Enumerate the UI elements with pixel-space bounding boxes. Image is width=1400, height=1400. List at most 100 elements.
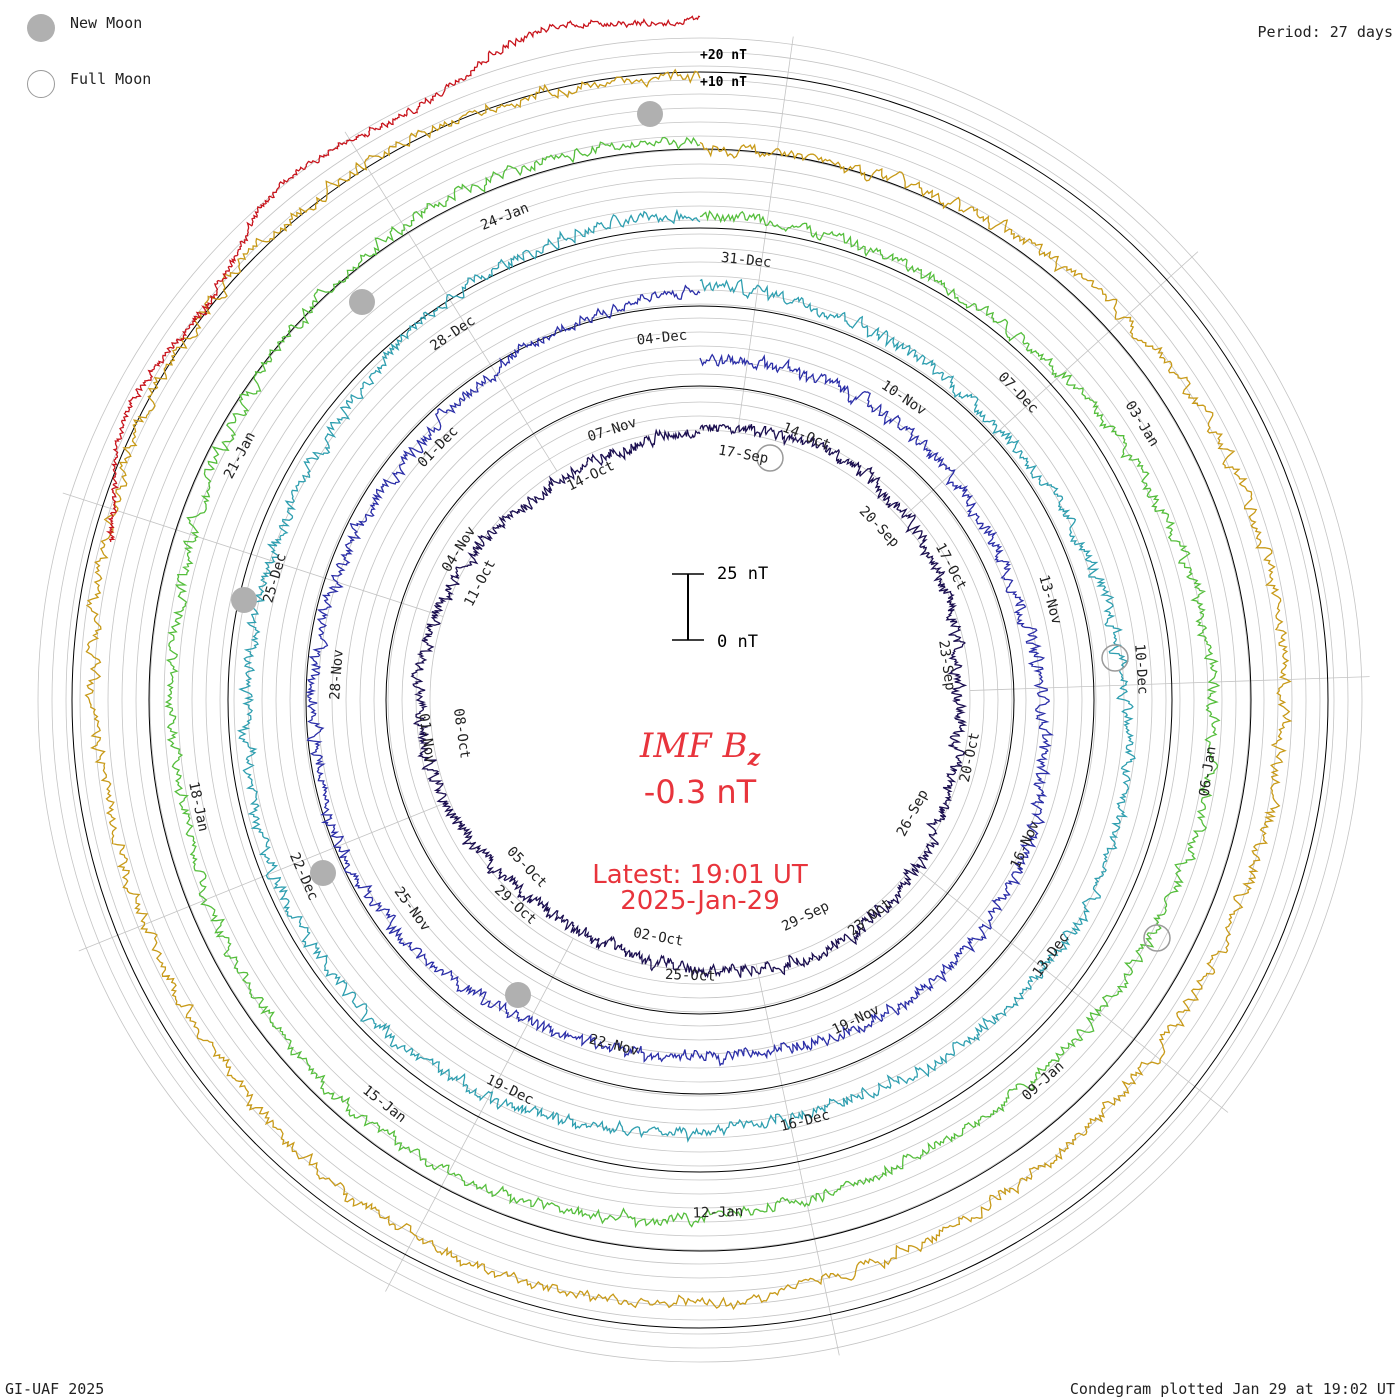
period-label: Period: 27 days (1257, 23, 1393, 41)
full-moon-marker (1101, 644, 1129, 672)
date-label: 20-Oct (957, 731, 983, 784)
new-moon-marker (505, 982, 531, 1008)
date-label: 28-Nov (327, 649, 346, 701)
credit-label: GI-UAF 2025 (5, 1380, 105, 1398)
trace-2 (305, 284, 1054, 1067)
new-moon-label: New Moon (70, 14, 143, 32)
date-label: 04-Dec (636, 327, 688, 348)
date-label: 07-Dec (995, 369, 1042, 416)
date-label: 14-Oct (565, 458, 617, 495)
date-label: 31-Dec (720, 250, 772, 271)
guide-circle (121, 121, 1279, 1279)
trace-5 (84, 68, 1293, 1311)
polar-grid (37, 36, 1370, 1363)
date-label: 17-Oct (932, 541, 970, 593)
date-label: 21-Jan (221, 429, 259, 481)
radial-spoke (912, 865, 1229, 1113)
date-label: 06-Jan (1197, 745, 1220, 797)
scale-bar (672, 573, 704, 641)
guide-circle (317, 317, 1083, 1083)
guide-circle (135, 135, 1265, 1265)
guide-circle (51, 51, 1349, 1349)
date-label: 14-Oct (780, 420, 833, 454)
quantity-subscript: z (747, 744, 761, 771)
radial-spoke (755, 964, 840, 1356)
zero-level-ring (148, 148, 1252, 1252)
latest-date: 2025-Jan-29 (620, 886, 780, 916)
radial-spoke (62, 492, 444, 617)
guide-circle (331, 331, 1069, 1069)
full-moon-icon (27, 70, 55, 98)
trace-1 (410, 423, 968, 979)
guide-circle (275, 275, 1125, 1125)
radial-spoke (78, 800, 450, 952)
radial-spoke (900, 251, 1199, 520)
guide-circle (107, 107, 1293, 1293)
new-moon-icon (27, 14, 55, 42)
full-moon-marker (1143, 924, 1171, 952)
date-label: 12-Jan (692, 1204, 743, 1222)
date-label: 08-Oct (450, 707, 473, 759)
new-moon-marker (637, 101, 663, 127)
radial-spoke (344, 131, 558, 472)
trace-3 (236, 208, 1136, 1143)
trace-6 (105, 15, 701, 543)
guide-circle (261, 261, 1139, 1139)
new-moon-marker (349, 289, 375, 315)
radial-spoke (969, 676, 1370, 691)
guide-circle (233, 233, 1167, 1167)
date-label: 10-Dec (1131, 643, 1150, 695)
zero-level-ring (385, 385, 1015, 1015)
date-label: 02-Oct (632, 925, 685, 950)
quantity-name: IMF B (639, 726, 748, 766)
scale-label-inner: +10 nT (700, 75, 747, 90)
guide-circle (205, 205, 1195, 1195)
full-moon-marker (756, 444, 784, 472)
guide-circle (163, 163, 1237, 1237)
guide-circle (303, 303, 1097, 1097)
guide-circle (79, 79, 1321, 1321)
guide-circle (177, 177, 1223, 1223)
date-label: 16-Dec (779, 1107, 832, 1135)
date-label: 17-Sep (717, 442, 770, 467)
radial-spoke (385, 938, 574, 1292)
date-label: 03-Jan (1122, 398, 1162, 449)
moon-markers (231, 101, 1171, 1008)
date-label: 25-Oct (665, 967, 716, 985)
date-label: 16-Nov (1008, 818, 1043, 871)
guide-circle (149, 149, 1251, 1251)
new-moon-marker (310, 860, 336, 886)
guide-circle (359, 359, 1041, 1041)
guide-circle (247, 247, 1153, 1153)
date-label: 22-Nov (587, 1032, 640, 1060)
latest-time: Latest: 19:01 UT (592, 860, 808, 890)
guide-circle (345, 345, 1055, 1055)
plotted-label: Condegram plotted Jan 29 at 19:02 UT (1069, 1380, 1395, 1398)
guide-circle (191, 191, 1209, 1209)
date-label: 20-Sep (856, 503, 903, 550)
scale-bar-top-label: 25 nT (717, 564, 769, 584)
zero-level-ring (227, 227, 1173, 1173)
data-traces (84, 15, 1293, 1311)
date-label: 23-Sep (935, 639, 958, 691)
quantity-title: IMF Bz (500, 726, 900, 771)
guide-circle (65, 65, 1335, 1335)
guide-circle (37, 37, 1363, 1363)
guide-circle (387, 387, 1013, 1013)
zero-level-ring (71, 71, 1329, 1329)
guide-circle (373, 373, 1027, 1027)
guide-circle (219, 219, 1181, 1181)
zero-level-ring (305, 305, 1095, 1095)
new-moon-marker (231, 587, 257, 613)
current-value: -0.3 nT (643, 773, 757, 811)
date-label: 11-Oct (461, 557, 499, 609)
radial-spoke (737, 36, 794, 433)
scale-bar-bottom-label: 0 nT (717, 632, 758, 652)
date-label: 01-Nov (415, 712, 438, 764)
date-label: 19-Nov (830, 1002, 882, 1039)
guide-circle (93, 93, 1307, 1307)
date-label: 24-Jan (478, 200, 531, 234)
guide-circle (289, 289, 1111, 1111)
date-label: 07-Nov (586, 414, 639, 445)
